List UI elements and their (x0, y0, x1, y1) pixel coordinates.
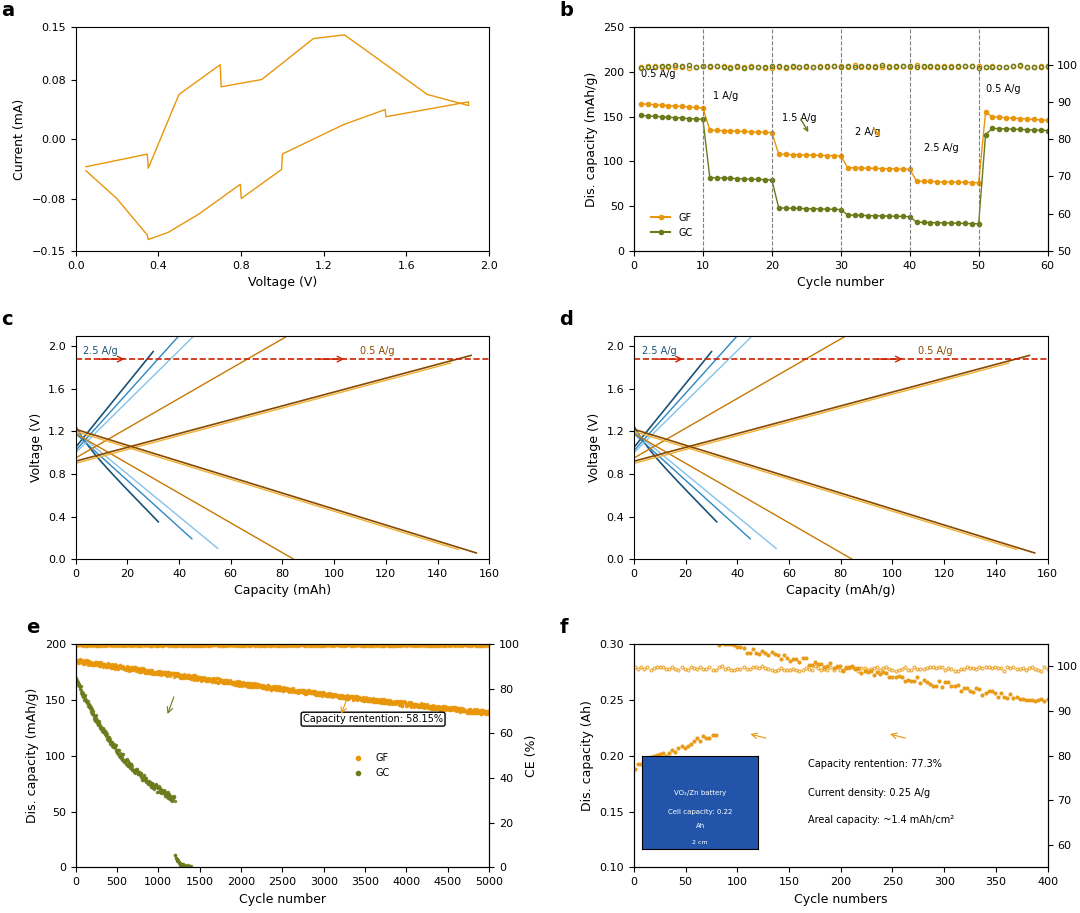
Text: Current density: 0.25 A/g: Current density: 0.25 A/g (808, 788, 930, 798)
Legend: GF, GC: GF, GC (345, 750, 393, 782)
Text: 0.5 A/g: 0.5 A/g (360, 346, 394, 356)
Text: e: e (26, 618, 39, 636)
X-axis label: Voltage (V): Voltage (V) (247, 276, 318, 289)
Y-axis label: Voltage (V): Voltage (V) (588, 413, 600, 482)
Text: 0.5 A/g: 0.5 A/g (640, 68, 675, 79)
Text: 1 A/g: 1 A/g (713, 91, 739, 100)
Y-axis label: Dis. capacity (mAh/g): Dis. capacity (mAh/g) (584, 71, 597, 206)
Text: 2.5 A/g: 2.5 A/g (923, 142, 958, 152)
Text: 1.5 A/g: 1.5 A/g (782, 113, 816, 123)
X-axis label: Capacity (mAh): Capacity (mAh) (234, 584, 330, 597)
X-axis label: Cycle number: Cycle number (797, 276, 885, 289)
Text: c: c (1, 310, 13, 329)
Text: Capacity rentention: 77.3%: Capacity rentention: 77.3% (808, 759, 942, 769)
Text: Capacity rentention: 58.15%: Capacity rentention: 58.15% (303, 714, 443, 724)
Y-axis label: Dis. capacity (mAh/g): Dis. capacity (mAh/g) (26, 688, 39, 824)
Text: b: b (559, 1, 573, 20)
Y-axis label: Dis. capacity (Ah): Dis. capacity (Ah) (581, 700, 594, 811)
Text: 2.5 A/g: 2.5 A/g (83, 346, 118, 356)
Text: 2 A/g: 2 A/g (854, 127, 880, 137)
Text: f: f (559, 618, 568, 636)
X-axis label: Cycle numbers: Cycle numbers (794, 893, 888, 906)
X-axis label: Cycle number: Cycle number (239, 893, 326, 906)
Y-axis label: Voltage (V): Voltage (V) (29, 413, 42, 482)
Text: 0.5 A/g: 0.5 A/g (918, 346, 953, 356)
Y-axis label: Current (mA): Current (mA) (13, 99, 26, 180)
X-axis label: Capacity (mAh/g): Capacity (mAh/g) (786, 584, 895, 597)
Text: Areal capacity: ~1.4 mAh/cm²: Areal capacity: ~1.4 mAh/cm² (808, 814, 954, 824)
Text: a: a (1, 1, 14, 20)
Text: d: d (559, 310, 573, 329)
Y-axis label: CE (%): CE (%) (526, 734, 539, 777)
Text: 0.5 A/g: 0.5 A/g (986, 84, 1020, 94)
Legend: GF, GC: GF, GC (647, 209, 697, 241)
Text: 2.5 A/g: 2.5 A/g (642, 346, 676, 356)
